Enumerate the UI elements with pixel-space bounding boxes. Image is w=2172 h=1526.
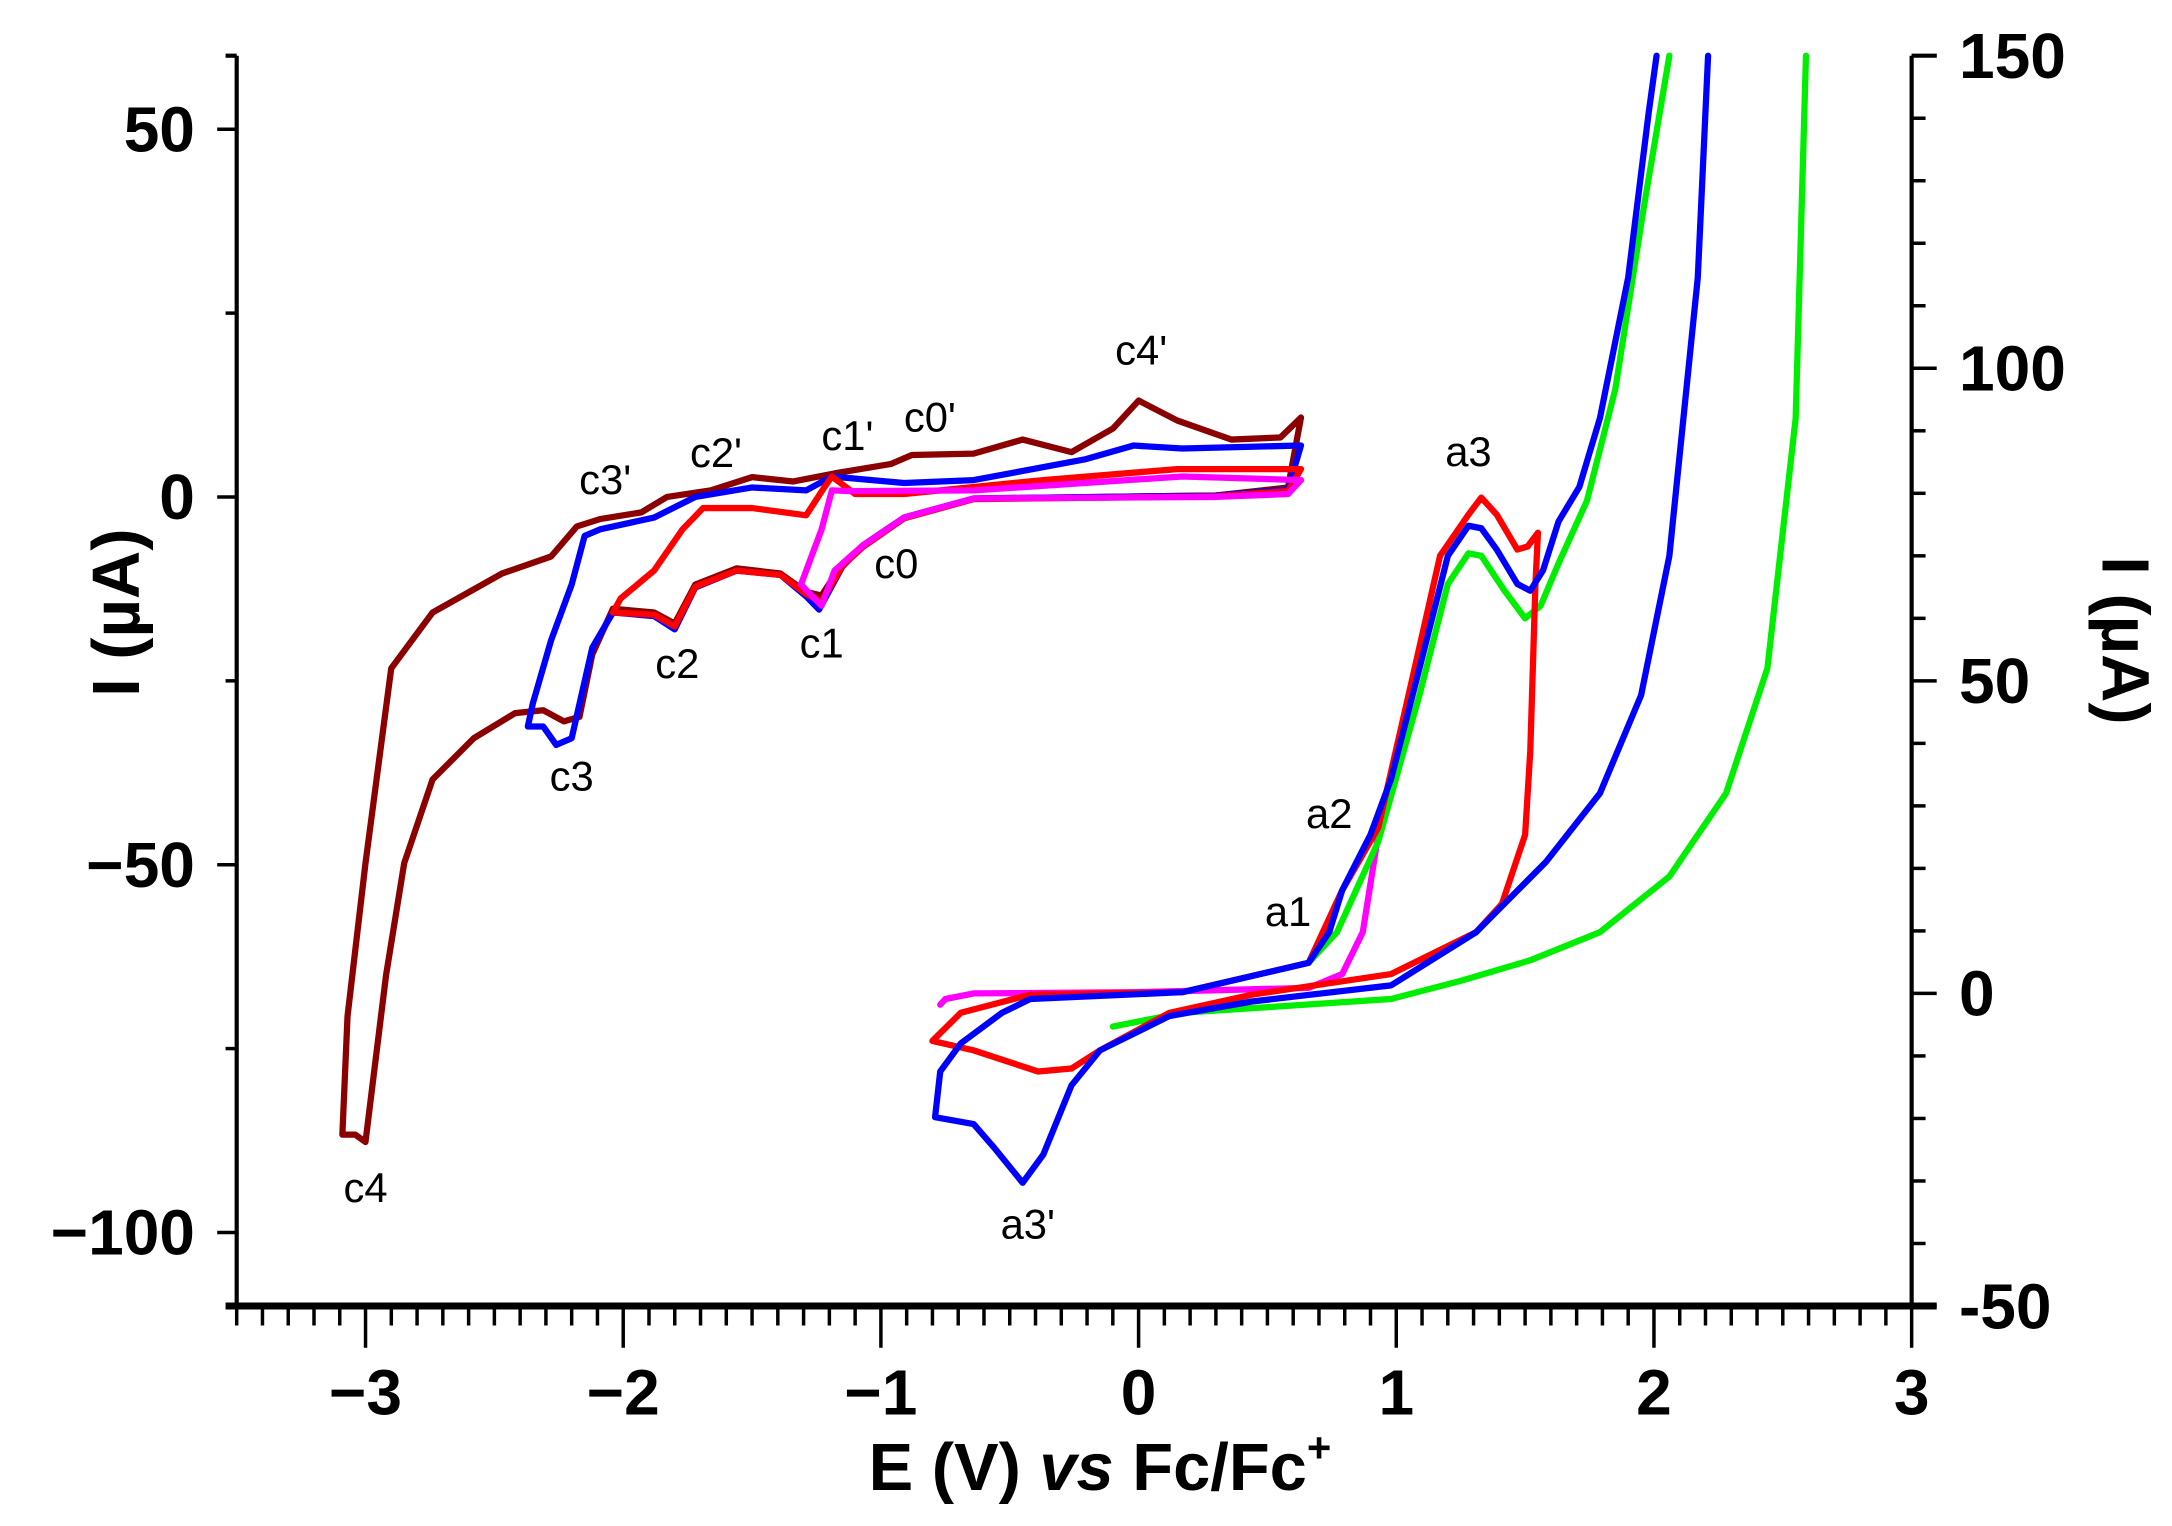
peak-label-c4p: c4' <box>1115 327 1167 374</box>
y-right-tick-label: 50 <box>1959 645 2030 717</box>
series-line-4 <box>937 831 1382 1008</box>
peak-label-c1p: c1' <box>821 412 873 459</box>
y-left-tick-label: −50 <box>86 829 195 901</box>
data-curves <box>339 52 1810 1186</box>
x-tick-label: 2 <box>1636 1357 1672 1429</box>
peak-label-a1: a1 <box>1265 888 1311 935</box>
series-line-0 <box>339 397 1305 1146</box>
y-right-tick-label: 100 <box>1959 333 2066 405</box>
series-line-6 <box>1109 52 1810 1030</box>
peak-label-c3: c3 <box>550 752 594 799</box>
peak-annotations: c4 c3 c3' c2 c2' c1 c1' c0' c0 c4' a3 a2 a1 a3' <box>343 327 1491 1248</box>
peak-label-c1: c1 <box>800 619 844 666</box>
peak-label-c0p: c0' <box>904 393 956 440</box>
series-line-5 <box>1305 52 1673 966</box>
peak-label-c0: c0 <box>874 540 918 587</box>
y-left-tick-label: 50 <box>124 94 195 166</box>
series-line-8 <box>1027 52 1660 1003</box>
x-tick-label: 3 <box>1894 1357 1930 1429</box>
y-right-tick-label: -50 <box>1959 1270 2052 1342</box>
peak-label-a3p: a3' <box>1001 1201 1055 1248</box>
series-line-3 <box>797 473 1305 609</box>
peak-label-c4: c4 <box>343 1164 387 1211</box>
series-line-9 <box>931 52 1712 1186</box>
y-right-tick-label: 0 <box>1959 958 1995 1030</box>
x-tick-label: 0 <box>1121 1357 1157 1429</box>
x-tick-label: −1 <box>844 1357 917 1429</box>
peak-label-c2p: c2' <box>690 429 742 476</box>
peak-label-c2: c2 <box>655 640 699 687</box>
peak-label-c3p: c3' <box>579 456 631 503</box>
y-right-tick-label: 150 <box>1959 20 2066 92</box>
peak-label-a2: a2 <box>1306 790 1352 837</box>
x-tick-label: −2 <box>587 1357 660 1429</box>
peak-label-a3: a3 <box>1445 428 1491 475</box>
y-axis-title-left: I (µA) <box>80 528 154 696</box>
x-axis-title: E (V) vs Fc/Fc+ <box>869 1424 1332 1505</box>
x-tick-label: 1 <box>1378 1357 1414 1429</box>
axes: −3 −2 −1 0 1 2 3 50 0 −50 −100 150 100 50 0 -50 <box>51 20 2066 1429</box>
y-axis-title-right: I (µA) <box>2087 556 2161 724</box>
y-left-tick-label: 0 <box>159 461 195 533</box>
x-tick-label: −3 <box>329 1357 402 1429</box>
y-left-tick-label: −100 <box>51 1197 195 1269</box>
